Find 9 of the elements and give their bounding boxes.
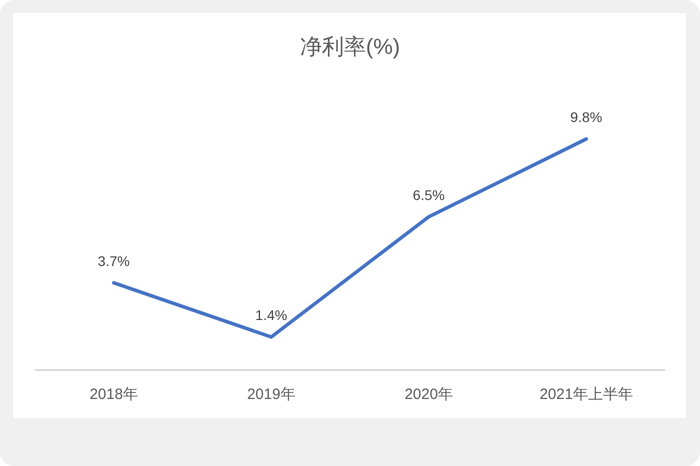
data-label: 3.7% (98, 252, 130, 269)
chart-title: 净利率(%) (300, 34, 400, 59)
x-tick-label: 2021年上半年 (540, 386, 633, 403)
data-label: 9.8% (570, 109, 602, 125)
data-label: 6.5% (412, 186, 445, 203)
x-tick-label: 2018年 (90, 386, 138, 403)
data-label: 1.4% (255, 307, 288, 323)
x-tick-label: 2020年 (404, 386, 453, 403)
x-tick-label: 2019年 (247, 386, 296, 403)
